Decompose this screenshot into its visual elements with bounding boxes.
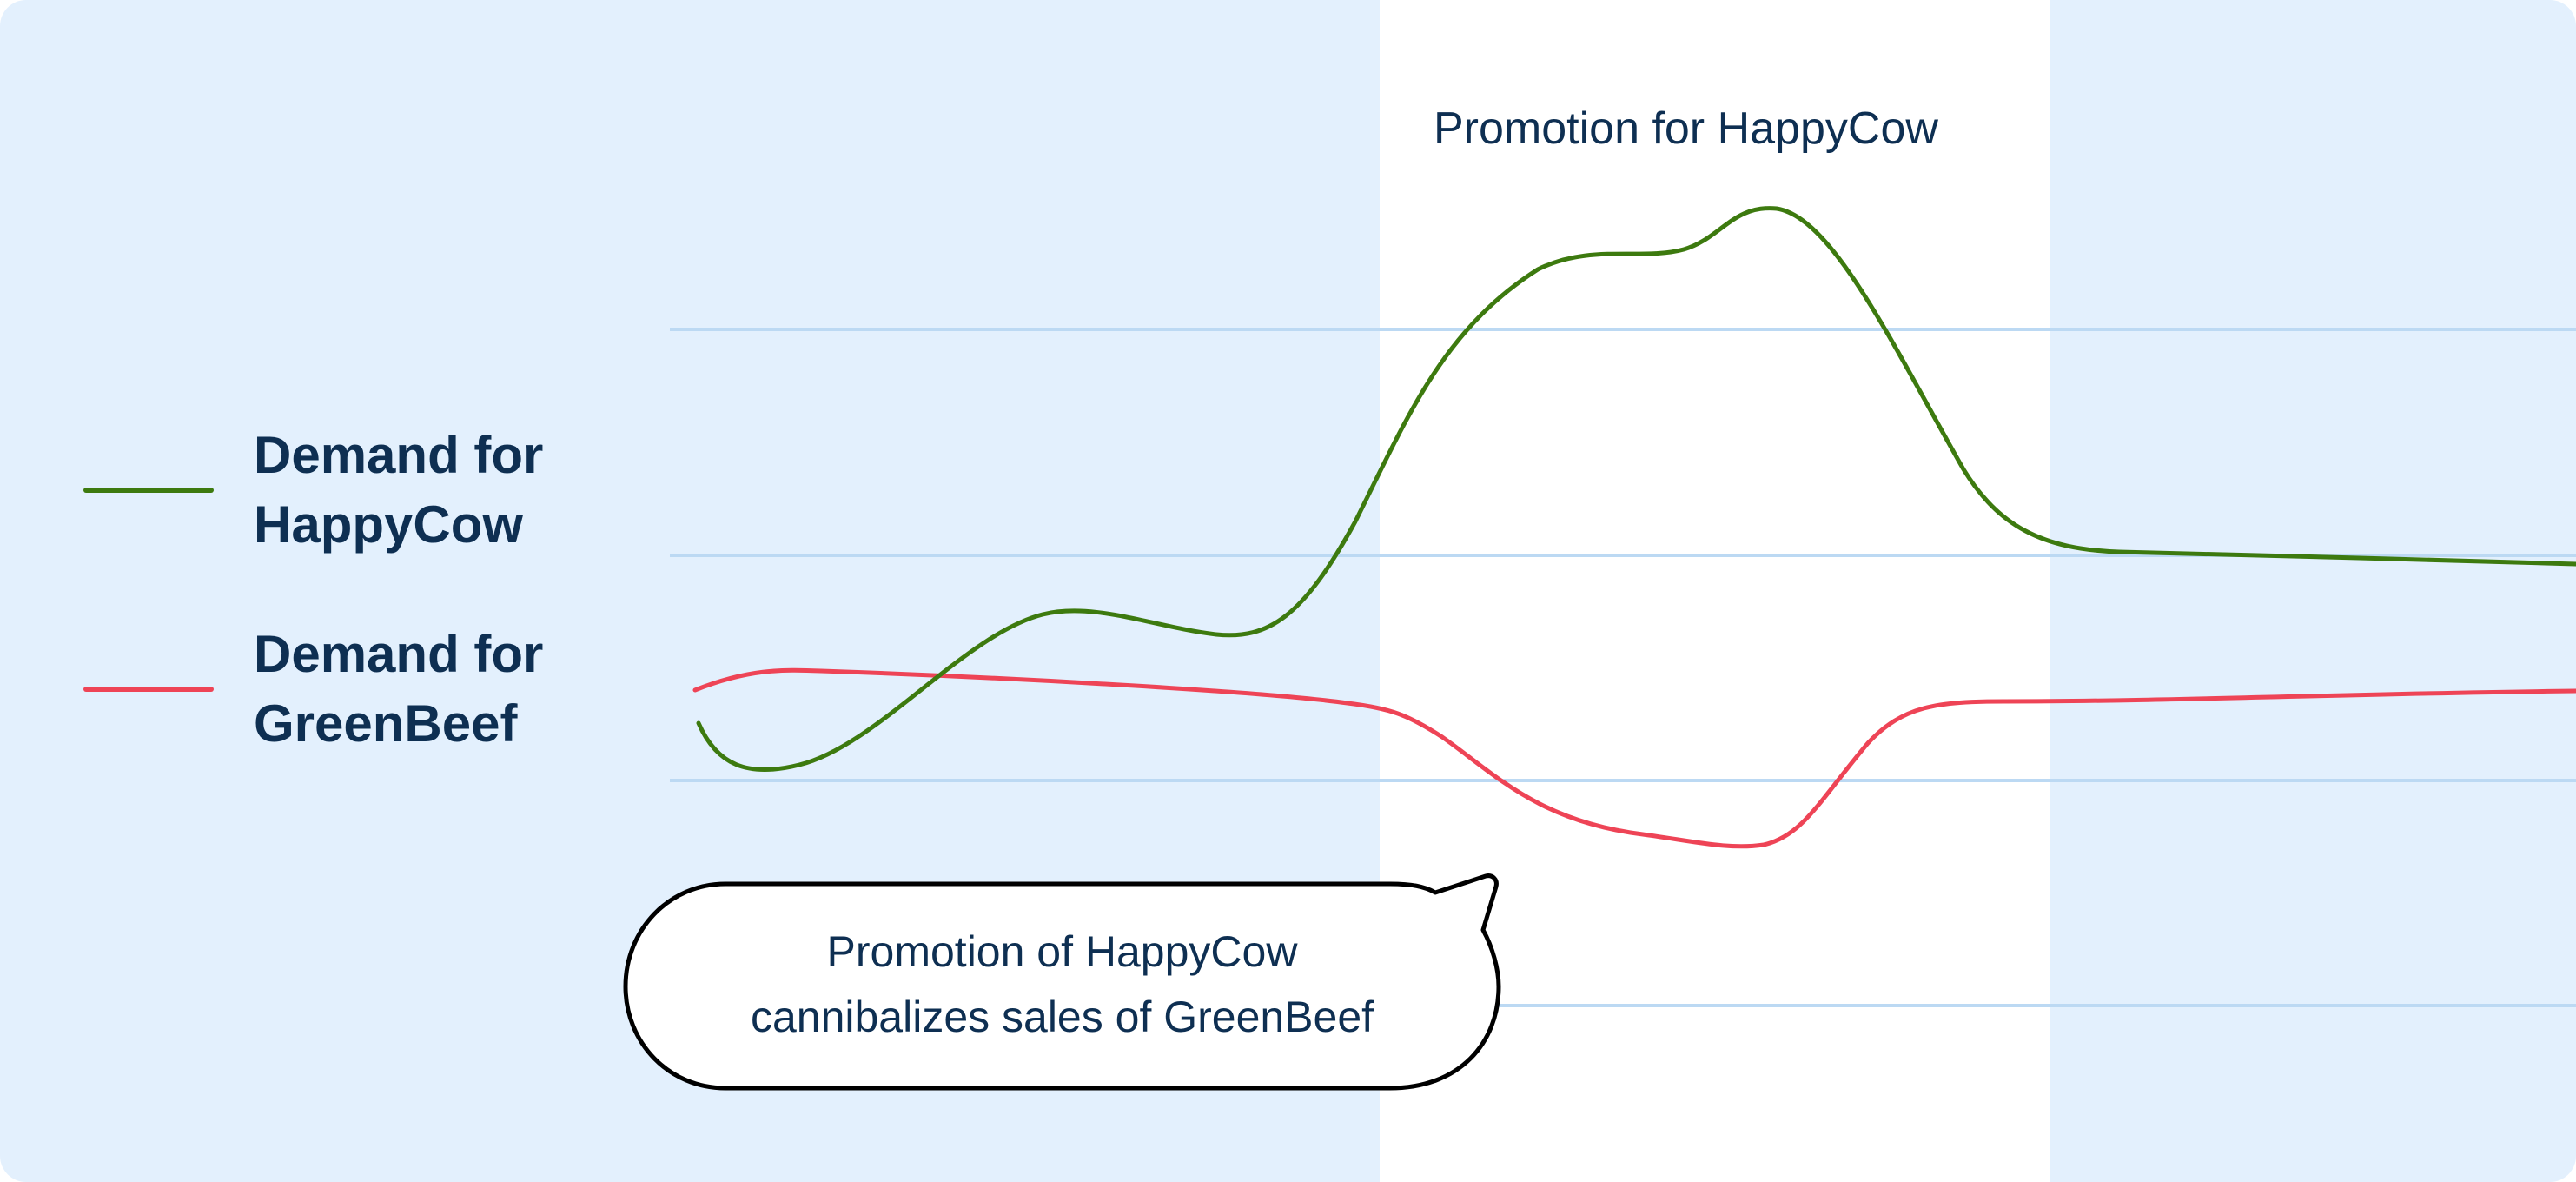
legend-item-greenbeef: Demand for GreenBeef <box>83 620 619 759</box>
legend-label: Demand for GreenBeef <box>254 625 544 753</box>
callout-bubble <box>623 873 1501 1091</box>
legend-label: Demand for HappyCow <box>254 426 544 554</box>
legend-item-happycow: Demand for HappyCow <box>83 421 619 560</box>
callout-line-2: cannibalizes sales of GreenBeef <box>750 993 1374 1041</box>
happycow-demand-line <box>696 206 2576 773</box>
greenbeef-demand-line <box>692 667 2576 849</box>
gridlines <box>670 328 2576 1007</box>
callout-text: Promotion of HappyCow cannibalizes sales… <box>626 920 1499 1050</box>
greenbeef-legend-swatch <box>83 687 214 692</box>
promotion-band-label: Promotion for HappyCow <box>1434 103 1938 154</box>
callout-line-1: Promotion of HappyCow <box>826 927 1298 976</box>
happycow-legend-swatch <box>83 488 214 493</box>
